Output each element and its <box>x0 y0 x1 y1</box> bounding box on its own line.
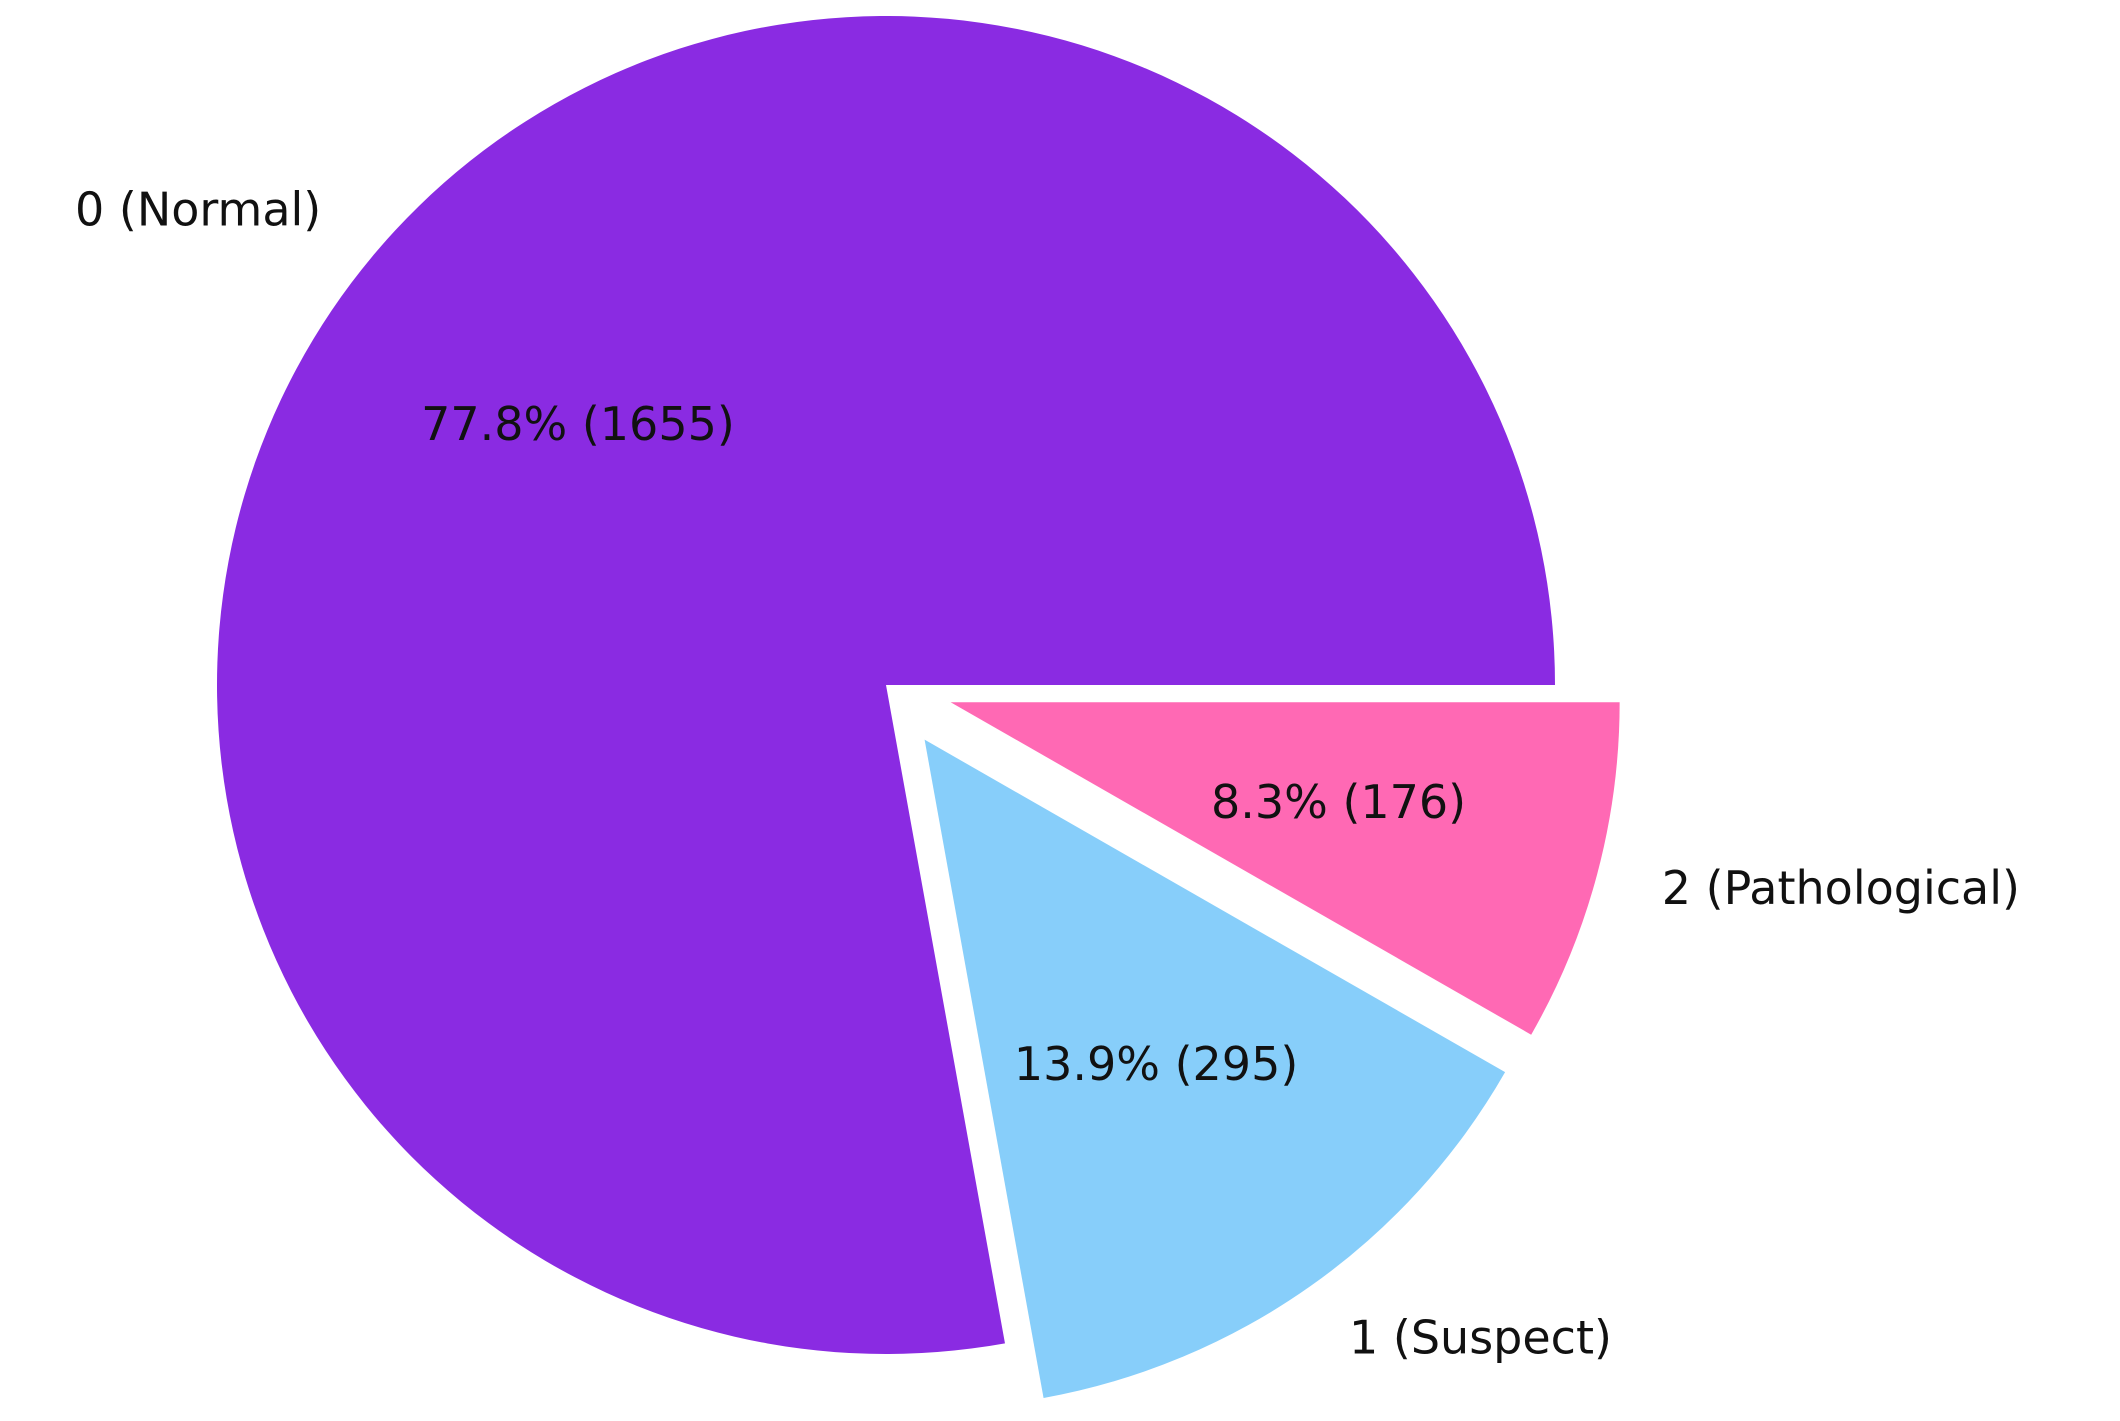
pie-wedge <box>950 702 1620 1035</box>
value-label: 8.3% (176) <box>1211 775 1466 829</box>
category-label: 0 (Normal) <box>75 183 321 237</box>
category-label: 1 (Suspect) <box>1349 1310 1612 1364</box>
pie-wedge <box>924 739 1506 1398</box>
value-label: 77.8% (1655) <box>421 397 735 451</box>
pie-wedge <box>216 16 1555 1355</box>
value-label: 13.9% (295) <box>1014 1037 1298 1091</box>
category-label: 2 (Pathological) <box>1662 861 2020 915</box>
